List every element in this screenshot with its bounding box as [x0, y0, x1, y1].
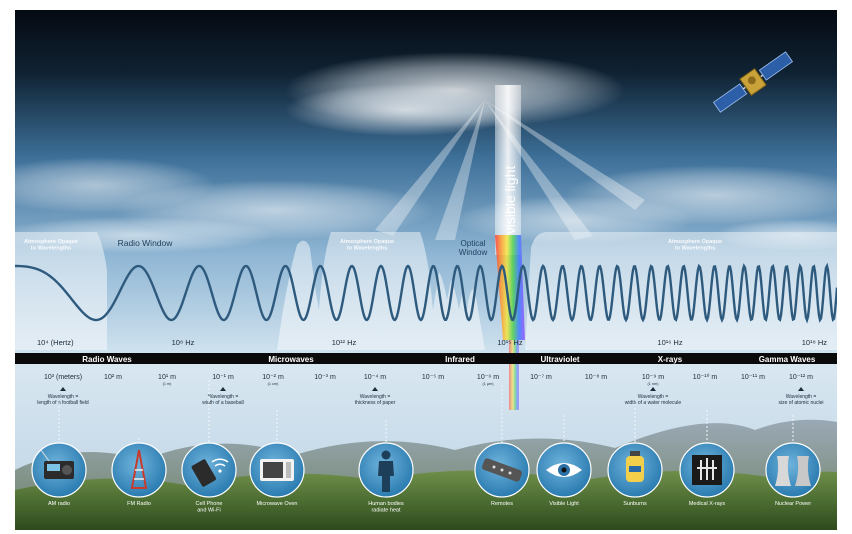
- source-label: Microwave Oven: [257, 501, 298, 507]
- wavelength-label: 10⁻³ m: [314, 374, 336, 381]
- remote-control-icon: [481, 458, 523, 482]
- wavelength-label: 10⁻² m: [262, 374, 284, 381]
- opaque-label-right: Atmosphere Opaque to Wavelengths: [668, 239, 722, 251]
- source-label: Medical X-rays: [689, 501, 726, 507]
- comparison-marker: [650, 387, 656, 391]
- optical-window-label: Optical Window: [459, 239, 488, 257]
- comparison-marker: [798, 387, 804, 391]
- source-label: Nuclear Power: [775, 501, 811, 507]
- wavelength-label: 10⁻¹² m: [789, 374, 813, 381]
- wavelength-label: 10⁻⁸ m: [585, 374, 607, 381]
- source-item: FM Radio: [111, 442, 167, 507]
- microwave-oven-icon: [260, 459, 294, 481]
- wavelength-comparison: Wavelength = width of a baseball: [202, 394, 243, 406]
- visible-light-beam: [495, 85, 525, 410]
- wavelength-comparison: Wavelength = size of atomic nuclei: [778, 394, 823, 406]
- eye-icon: [546, 463, 582, 477]
- wavelength-sublabel: (1 nm): [648, 382, 660, 386]
- sunscreen-icon: [626, 451, 644, 482]
- band-label: Radio Waves: [82, 355, 132, 364]
- source-label: Remotes: [491, 501, 513, 507]
- source-item: Remotes: [474, 442, 530, 507]
- wavelength-sublabel: (1 m): [163, 382, 173, 386]
- source-item: Medical X-rays: [679, 442, 735, 507]
- source-item: Microwave Oven: [249, 442, 305, 507]
- wavelength-label: 10⁻⁹ m: [642, 374, 664, 381]
- source-label: AM radio: [48, 501, 70, 507]
- xray-image-icon: [692, 455, 722, 485]
- frequency-label: 10⁴ (Hertz): [37, 338, 74, 347]
- source-label: Cell Phone and Wi-Fi: [196, 501, 223, 514]
- opaque-region-left: [15, 232, 107, 350]
- opaque-label-left: Atmosphere Opaque to Wavelengths: [24, 239, 78, 251]
- frequency-label: 10⁸ Hz: [172, 338, 195, 347]
- comparison-marker: [60, 387, 66, 391]
- wavelength-label: 10⁻⁶ m: [477, 374, 499, 381]
- source-label: FM Radio: [127, 501, 151, 507]
- frequency-label: 10¹⁶ Hz: [657, 338, 682, 347]
- wavelength-comparison: Wavelength = thickness of paper: [355, 394, 396, 406]
- source-item: Human bodies radiate heat: [358, 442, 414, 514]
- source-item: Nuclear Power: [765, 442, 821, 507]
- wavelength-label: 10⁻¹ m: [212, 374, 234, 381]
- wavelength-label: 10⁻¹¹ m: [741, 374, 765, 381]
- wavelength-comparison: Wavelength = length of a football field: [37, 394, 89, 406]
- band-label: Ultraviolet: [540, 355, 579, 364]
- satellite-icon: [712, 51, 794, 113]
- source-label: Visible Light: [549, 501, 579, 507]
- frequency-label: 10¹⁵ Hz: [497, 338, 522, 347]
- wavelength-label: 10⁻⁵ m: [422, 374, 444, 381]
- frequency-label: 10¹⁸ Hz: [802, 338, 828, 347]
- radio-tower-icon: [130, 449, 148, 489]
- wavelength-label: 10⁻⁷ m: [530, 374, 552, 381]
- source-circle: [765, 442, 821, 498]
- source-label: Sunburns: [623, 501, 647, 507]
- wavelength-label: 10² m: [104, 374, 122, 381]
- source-item: AM radio: [31, 442, 87, 507]
- wavelength-comparison: Wavelength = width of a water molecule: [625, 394, 682, 406]
- radio-icon: [40, 449, 74, 479]
- band-label: Gamma Waves: [759, 355, 816, 364]
- em-spectrum-diagram: Atmosphere Opaque to Wavelengths Atmospher…: [15, 10, 837, 530]
- band-label: X-rays: [658, 355, 683, 364]
- wavelength-sublabel: (1 cm): [268, 382, 279, 386]
- comparison-marker: [372, 387, 378, 391]
- frequency-label: 10¹² Hz: [332, 338, 357, 347]
- wavelength-label: 10⁻⁴ m: [364, 374, 386, 381]
- wavelength-sublabel: (1 µm): [482, 382, 494, 386]
- radio-window-label: Radio Window: [118, 238, 174, 248]
- em-wave: [15, 262, 837, 324]
- opaque-region-mid: [277, 232, 485, 350]
- wavelength-label: 10⁻¹⁰ m: [693, 373, 718, 381]
- visible-light-label: visible light: [502, 166, 518, 235]
- leader-lines: [58, 380, 794, 443]
- opaque-label-mid: Atmosphere Opaque to Wavelengths: [340, 239, 394, 251]
- comparison-marker: [220, 387, 226, 391]
- band-label: Infrared: [445, 355, 475, 364]
- band-label: Microwaves: [268, 355, 314, 364]
- wavelength-label: 10³ (meters): [44, 374, 82, 381]
- source-item: Cell Phone and Wi-Fi: [181, 442, 237, 514]
- cell-phone-icon: [191, 458, 229, 487]
- em-spectrum-poster: Atmosphere Opaque to Wavelengths Atmospher…: [15, 10, 837, 530]
- cloud-layer: [15, 52, 837, 253]
- source-item: Visible Light: [536, 442, 592, 507]
- wavelength-label: 10¹ m: [158, 374, 176, 381]
- source-label: Human bodies radiate heat: [368, 501, 404, 514]
- band-bar: [15, 353, 837, 364]
- source-item: Sunburns: [607, 442, 663, 507]
- cooling-tower-icon: [775, 456, 811, 486]
- human-body-icon: [378, 450, 394, 492]
